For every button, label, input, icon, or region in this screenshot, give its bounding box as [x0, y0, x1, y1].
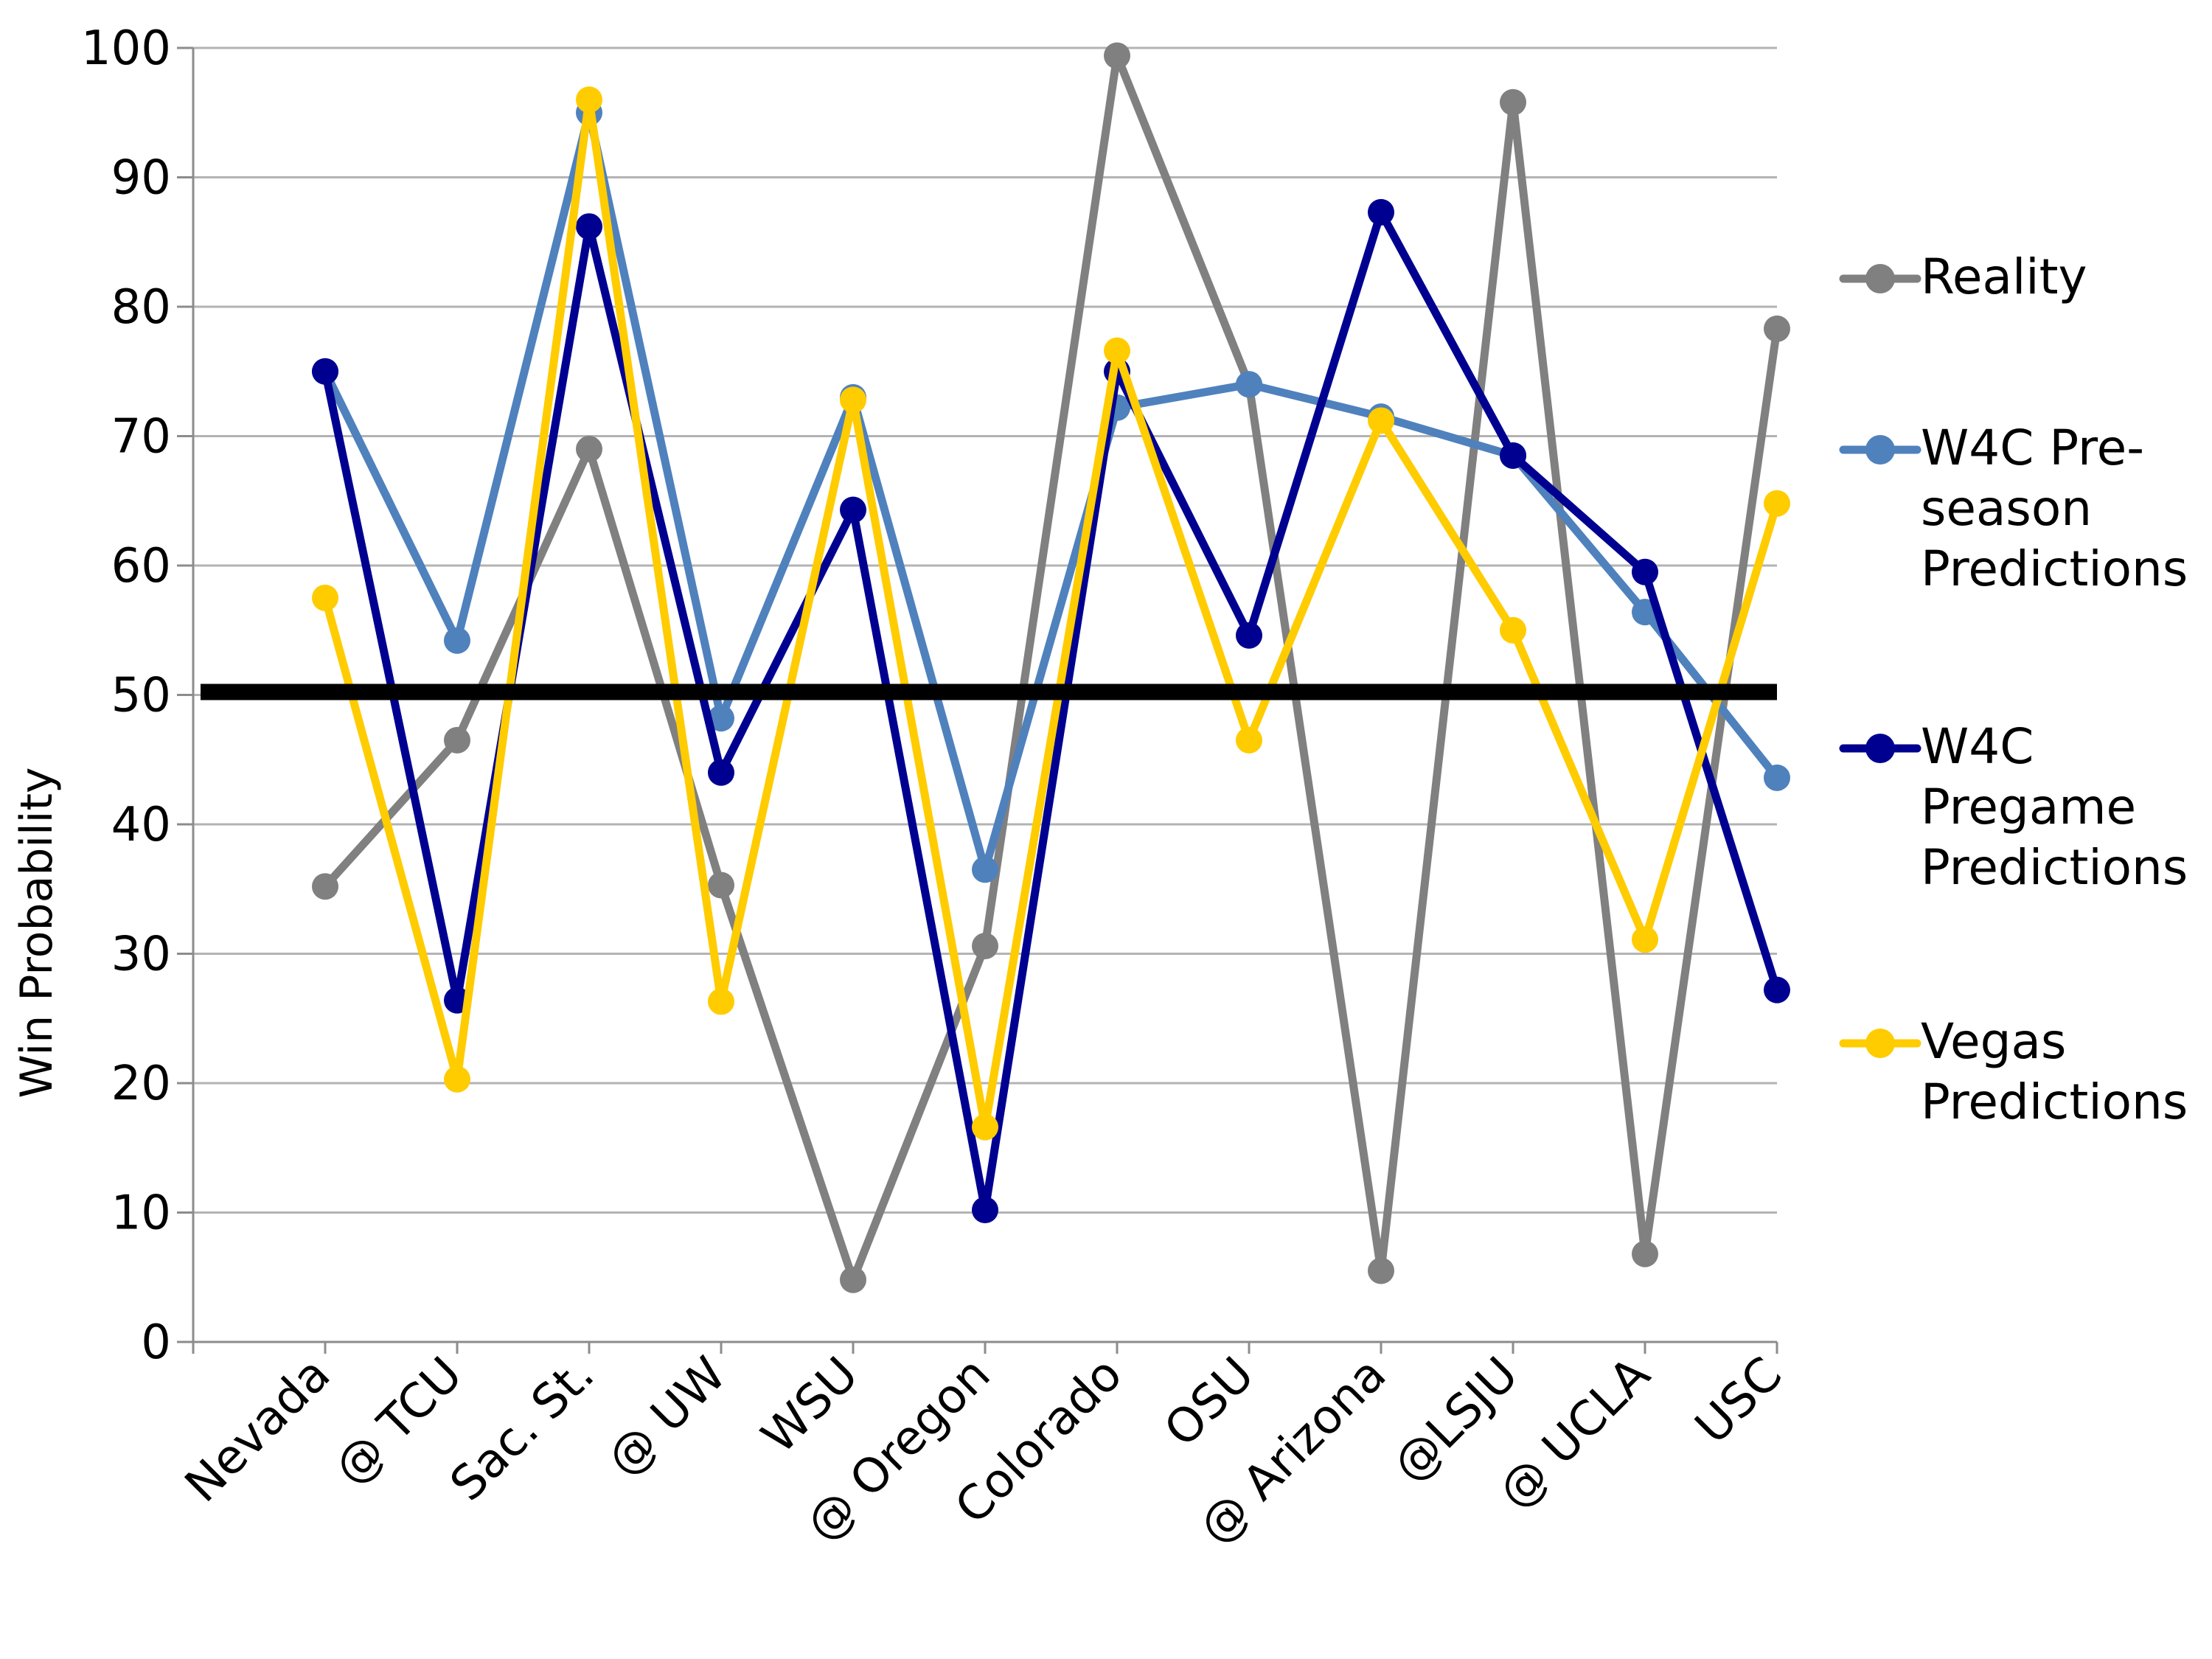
data-point: [1236, 371, 1262, 398]
data-point: [1104, 337, 1130, 364]
data-point: [1236, 622, 1262, 649]
legend-label: season: [1921, 480, 2092, 537]
y-tick-label: 40: [111, 798, 171, 852]
data-point: [1236, 726, 1262, 754]
data-point: [708, 759, 734, 786]
y-tick-label: 60: [111, 539, 171, 594]
legend-label: Predictions: [1921, 540, 2188, 597]
data-point: [972, 1196, 998, 1223]
y-tick-label: 10: [111, 1186, 171, 1241]
data-point: [972, 932, 998, 959]
series-line: [321, 108, 1781, 874]
data-point: [1500, 88, 1526, 116]
data-point: [1368, 1257, 1394, 1284]
data-point: [1764, 764, 1790, 791]
y-tick-label: 100: [81, 21, 171, 76]
data-point: [1632, 558, 1658, 585]
series-line: [321, 208, 1781, 1214]
y-tick-label: 30: [111, 928, 171, 982]
legend-label: Vegas: [1921, 1013, 2066, 1070]
data-point: [312, 358, 338, 385]
data-point: [972, 856, 998, 883]
y-axis-ticks: 0 10 20 30 40 50 60 70 80 90 100: [81, 21, 193, 1370]
series-w4c-pregame-predictions: [312, 198, 1790, 1223]
series-reality: [312, 42, 1790, 1293]
data-point: [312, 584, 338, 611]
legend-label: Pregame: [1921, 779, 2136, 835]
y-tick-label: 0: [141, 1315, 171, 1370]
data-point: [576, 86, 602, 114]
legend-marker: [1865, 264, 1895, 293]
data-point: [840, 496, 866, 524]
y-tick-label: 70: [111, 410, 171, 465]
data-point: [1764, 490, 1790, 517]
y-tick-label: 80: [111, 280, 171, 335]
data-point: [1500, 442, 1526, 469]
data-point: [576, 436, 602, 463]
data-point: [1764, 315, 1790, 342]
data-point: [1764, 976, 1790, 1004]
series-line: [321, 52, 1781, 1284]
data-point: [444, 726, 470, 754]
legend-marker: [1865, 734, 1895, 763]
y-tick-label: 20: [111, 1057, 171, 1111]
y-tick-label: 90: [111, 151, 171, 206]
legend-label: Predictions: [1921, 1074, 2188, 1130]
legend-label: Predictions: [1921, 839, 2188, 896]
data-point: [444, 627, 470, 654]
y-axis-title: Win Probability: [11, 768, 63, 1099]
data-point: [1104, 42, 1130, 69]
data-point: [840, 386, 866, 414]
y-tick-label: 50: [111, 669, 171, 723]
legend-label: W4C: [1921, 718, 2034, 775]
legend-label: W4C Pre-: [1921, 420, 2144, 476]
legend-label: Reality: [1921, 248, 2087, 305]
data-point: [1632, 926, 1658, 953]
legend-marker: [1865, 1029, 1895, 1058]
series-group: [312, 42, 1790, 1293]
data-point: [1368, 198, 1394, 226]
data-point: [708, 988, 734, 1015]
data-point: [708, 705, 734, 732]
data-point: [1368, 407, 1394, 434]
data-point: [1500, 616, 1526, 644]
data-point: [444, 1065, 470, 1093]
data-point: [972, 1113, 998, 1141]
data-point: [1632, 1240, 1658, 1267]
legend-item: Reality: [1839, 248, 2087, 305]
data-point: [576, 213, 602, 240]
data-point: [840, 1266, 866, 1293]
legend-marker: [1865, 435, 1895, 465]
data-point: [708, 872, 734, 899]
series-vegas-predictions: [312, 86, 1790, 1141]
data-point: [312, 873, 338, 900]
series-line: [321, 95, 1781, 1132]
